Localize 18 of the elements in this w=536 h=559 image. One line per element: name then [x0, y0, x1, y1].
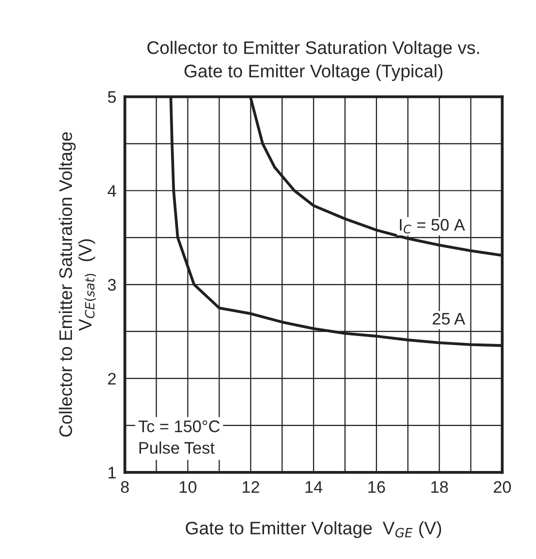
x-tick-label: 16 [368, 481, 385, 493]
x-tick-label: 8 [120, 481, 129, 493]
y-axis-title: Collector to Emitter Saturation Voltage V$_{CE(sat)}$ (V) [58, 132, 96, 437]
y-tick-label: 3 [108, 278, 116, 291]
chart-title: Collector to Emitter Saturation Voltage vs. Gate to Emitter Voltage (Typical) [147, 40, 480, 82]
x-tick-label: 12 [242, 481, 260, 493]
series-label: 25 A [432, 312, 466, 325]
y-tick-label: 4 [108, 185, 116, 197]
annotation: Tc = 150°C Pulse Test [138, 420, 220, 454]
x-tick-label: 18 [431, 481, 448, 493]
y-tick-label: 5 [108, 91, 116, 103]
x-tick-label: 14 [306, 481, 322, 493]
x-tick-label: 10 [180, 481, 196, 493]
x-tick-label: 20 [494, 481, 511, 493]
y-tick-label: 2 [108, 372, 116, 384]
x-axis-title: Gate to Emitter Voltage V$_{GE}$ (V) [186, 521, 442, 538]
series-label: I$_{C}$ = 50 A [400, 218, 466, 234]
y-tick-label: 1 [108, 466, 116, 478]
